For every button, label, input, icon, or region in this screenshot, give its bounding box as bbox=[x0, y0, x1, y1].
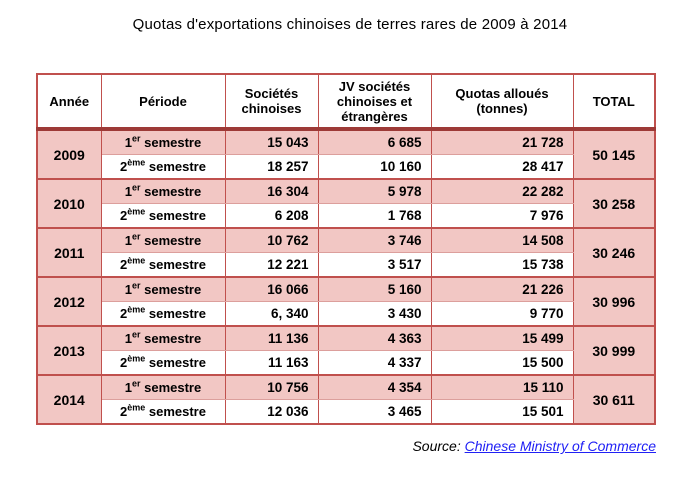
periode-cell: 1er semestre bbox=[100, 179, 226, 204]
jv-cell: 4 337 bbox=[317, 350, 432, 376]
periode-cell: 1er semestre bbox=[100, 129, 226, 155]
year-cell: 2014 bbox=[36, 374, 102, 425]
table-row: 2ème semestre 18 257 10 160 28 417 bbox=[37, 154, 655, 180]
page-title: Quotas d'exportations chinoises de terre… bbox=[132, 16, 568, 33]
periode-cell: 2ème semestre bbox=[100, 154, 226, 180]
quotas-cell: 15 499 bbox=[430, 326, 574, 351]
periode-cell: 1er semestre bbox=[100, 375, 226, 400]
quotas-cell: 15 501 bbox=[430, 399, 574, 425]
total-cell: 30 246 bbox=[572, 227, 656, 278]
col-header-annee: Année bbox=[36, 73, 102, 131]
periode-cell: 1er semestre bbox=[100, 277, 226, 302]
quotas-cell: 22 282 bbox=[430, 179, 574, 204]
periode-cell: 1er semestre bbox=[100, 228, 226, 253]
quotas-cell: 7 976 bbox=[430, 203, 574, 229]
year-cell: 2010 bbox=[36, 178, 102, 229]
jv-cell: 10 160 bbox=[317, 154, 432, 180]
periode-cell: 2ème semestre bbox=[100, 203, 226, 229]
jv-cell: 3 517 bbox=[317, 252, 432, 278]
source-label: Source: bbox=[412, 438, 465, 454]
source-link[interactable]: Chinese Ministry of Commerce bbox=[464, 438, 656, 454]
periode-cell: 2ème semestre bbox=[100, 350, 226, 376]
jv-cell: 5 160 bbox=[317, 277, 432, 302]
societes-cell: 6, 340 bbox=[224, 301, 319, 327]
total-cell: 30 258 bbox=[572, 178, 656, 229]
year-cell: 2011 bbox=[36, 227, 102, 278]
jv-cell: 3 430 bbox=[317, 301, 432, 327]
societes-cell: 12 221 bbox=[224, 252, 319, 278]
table-row: 2014 1er semestre 10 756 4 354 15 110 30… bbox=[36, 374, 656, 425]
jv-cell: 3 465 bbox=[317, 399, 432, 425]
total-cell: 30 999 bbox=[572, 325, 656, 376]
societes-cell: 16 066 bbox=[224, 277, 319, 302]
quotas-cell: 15 110 bbox=[430, 375, 574, 400]
societes-cell: 6 208 bbox=[224, 203, 319, 229]
quotas-cell: 28 417 bbox=[430, 154, 574, 180]
jv-cell: 5 978 bbox=[317, 179, 432, 204]
table-row: 2009 1er semestre 15 043 6 685 21 728 50… bbox=[36, 128, 656, 180]
source-line: Source: Chinese Ministry of Commerce bbox=[36, 438, 656, 454]
total-cell: 30 996 bbox=[572, 276, 656, 327]
societes-cell: 15 043 bbox=[224, 129, 319, 155]
periode-cell: 2ème semestre bbox=[100, 301, 226, 327]
jv-cell: 1 768 bbox=[317, 203, 432, 229]
quotas-cell: 9 770 bbox=[430, 301, 574, 327]
total-cell: 30 611 bbox=[572, 374, 656, 425]
jv-cell: 4 354 bbox=[317, 375, 432, 400]
rare-earth-quota-table: Année Période Sociétés chinoises JV soci… bbox=[36, 73, 656, 425]
jv-cell: 4 363 bbox=[317, 326, 432, 351]
table-row: 2010 1er semestre 16 304 5 978 22 282 30… bbox=[36, 178, 656, 229]
year-cell: 2009 bbox=[36, 128, 102, 180]
col-header-quotas: Quotas alloués (tonnes) bbox=[430, 73, 574, 131]
quotas-cell: 15 738 bbox=[430, 252, 574, 278]
col-header-periode: Période bbox=[100, 73, 226, 131]
quotas-cell: 14 508 bbox=[430, 228, 574, 253]
table-row: 2ème semestre 11 163 4 337 15 500 bbox=[37, 350, 655, 376]
table-row: 2011 1er semestre 10 762 3 746 14 508 30… bbox=[36, 227, 656, 278]
col-header-total: TOTAL bbox=[572, 73, 656, 131]
societes-cell: 16 304 bbox=[224, 179, 319, 204]
societes-cell: 11 136 bbox=[224, 326, 319, 351]
societes-cell: 18 257 bbox=[224, 154, 319, 180]
quotas-cell: 21 728 bbox=[430, 129, 574, 155]
table-row: 2013 1er semestre 11 136 4 363 15 499 30… bbox=[36, 325, 656, 376]
table-row: 2012 1er semestre 16 066 5 160 21 226 30… bbox=[36, 276, 656, 327]
total-cell: 50 145 bbox=[572, 128, 656, 180]
societes-cell: 10 756 bbox=[224, 375, 319, 400]
quotas-cell: 21 226 bbox=[430, 277, 574, 302]
year-cell: 2012 bbox=[36, 276, 102, 327]
table-row: 2ème semestre 6, 340 3 430 9 770 bbox=[37, 301, 655, 327]
jv-cell: 6 685 bbox=[317, 129, 432, 155]
periode-cell: 2ème semestre bbox=[100, 252, 226, 278]
jv-cell: 3 746 bbox=[317, 228, 432, 253]
societes-cell: 12 036 bbox=[224, 399, 319, 425]
quotas-cell: 15 500 bbox=[430, 350, 574, 376]
col-header-societes: Sociétés chinoises bbox=[224, 73, 319, 131]
societes-cell: 10 762 bbox=[224, 228, 319, 253]
periode-cell: 1er semestre bbox=[100, 326, 226, 351]
periode-cell: 2ème semestre bbox=[100, 399, 226, 425]
year-cell: 2013 bbox=[36, 325, 102, 376]
col-header-jv: JV sociétés chinoises et étrangères bbox=[317, 73, 432, 131]
table-row: 2ème semestre 12 036 3 465 15 501 bbox=[37, 399, 655, 425]
table-row: 2ème semestre 6 208 1 768 7 976 bbox=[37, 203, 655, 229]
header-row: Année Période Sociétés chinoises JV soci… bbox=[36, 73, 656, 131]
societes-cell: 11 163 bbox=[224, 350, 319, 376]
table-row: 2ème semestre 12 221 3 517 15 738 bbox=[37, 252, 655, 278]
